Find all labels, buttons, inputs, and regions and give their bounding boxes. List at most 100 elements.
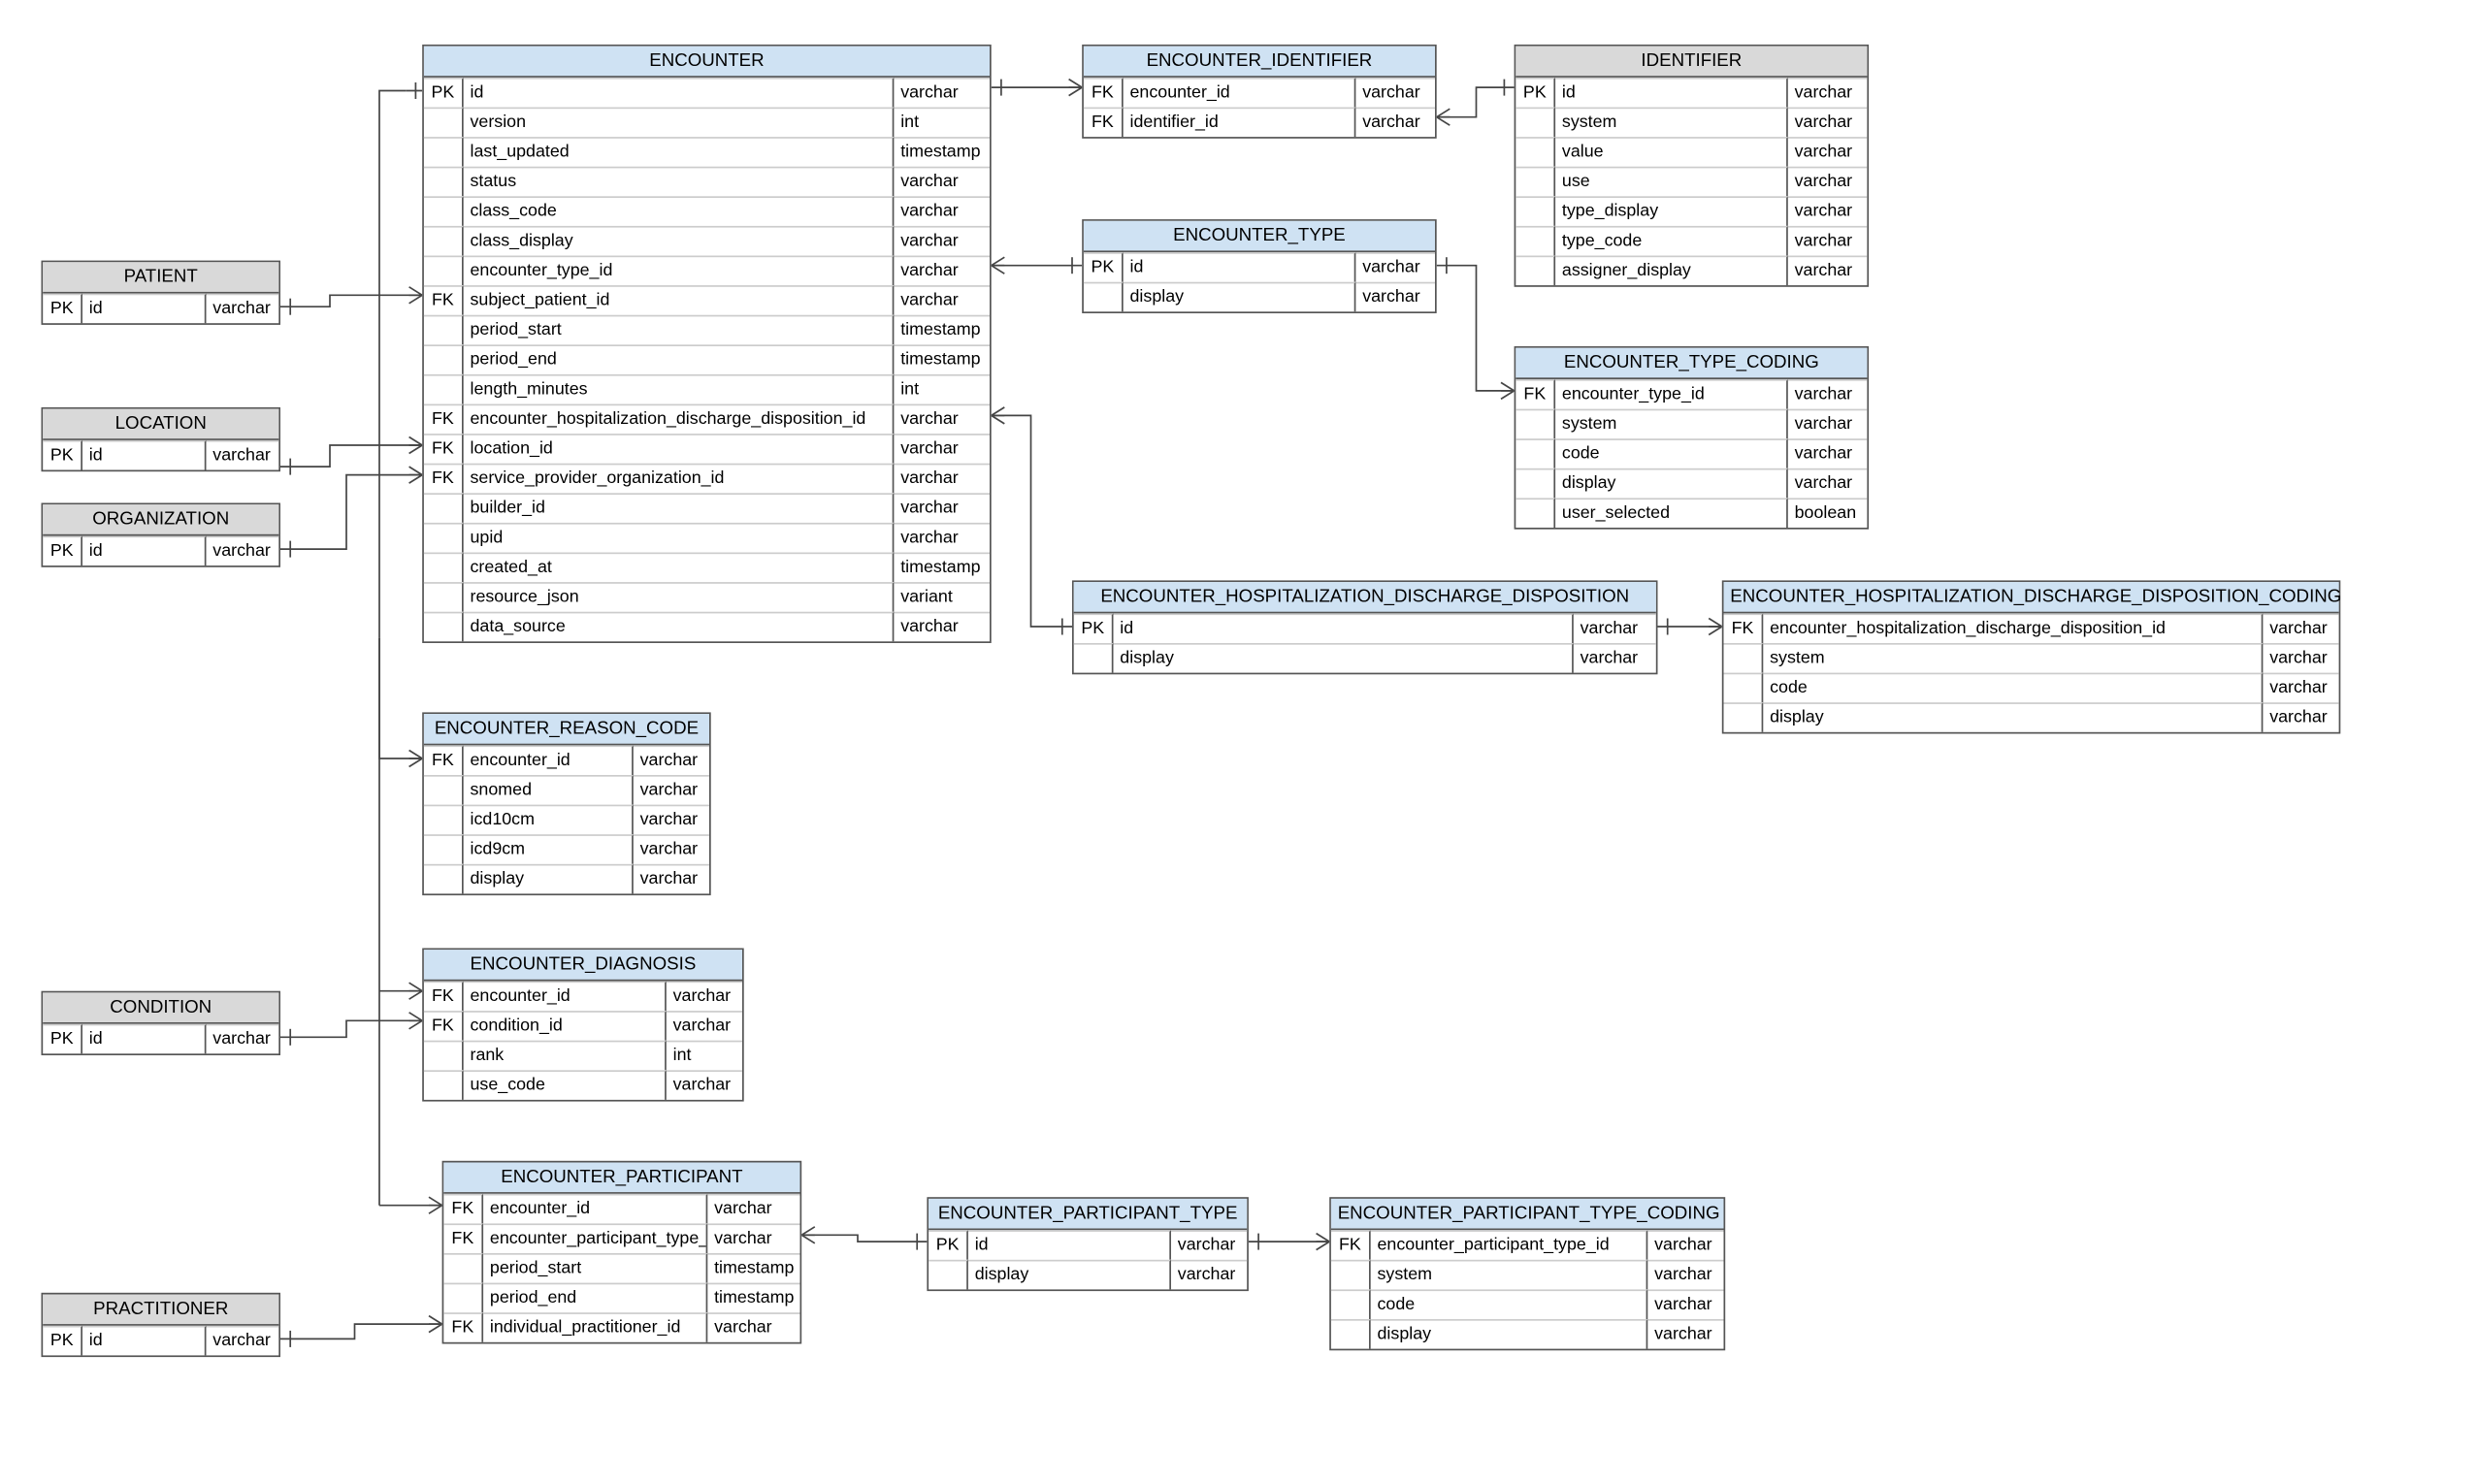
column-row: PK id varchar	[43, 1024, 278, 1054]
entity-identifier: IDENTIFIER PK id varchar system varchar …	[1515, 45, 1870, 287]
key-cell	[1516, 167, 1555, 197]
key-cell	[929, 1260, 968, 1290]
column-row: PK id varchar	[43, 294, 278, 324]
key-cell: FK	[424, 434, 464, 464]
column-row: FK service_provider_organization_id varc…	[424, 464, 990, 494]
key-cell	[424, 196, 464, 226]
name-cell: encounter_id	[464, 982, 667, 1012]
key-cell	[424, 374, 464, 404]
key-cell	[1516, 498, 1555, 528]
column-row: use varchar	[1516, 167, 1867, 197]
entity-organization: ORGANIZATION PK id varchar	[42, 503, 281, 567]
key-cell	[424, 1070, 464, 1100]
column-row: type_code varchar	[1516, 226, 1867, 256]
type-cell: varchar	[667, 1011, 742, 1041]
entity-encounter_hosp_disp: ENCOUNTER_HOSPITALIZATION_DISCHARGE_DISP…	[1072, 580, 1658, 674]
name-cell: id	[82, 440, 207, 470]
name-cell: encounter_id	[1124, 78, 1356, 108]
key-cell	[424, 864, 464, 894]
name-cell: identifier_id	[1124, 108, 1356, 138]
type-cell: varchar	[667, 982, 742, 1012]
entity-location: LOCATION PK id varchar	[42, 407, 281, 471]
type-cell: varchar	[2263, 613, 2338, 643]
type-cell: varchar	[894, 196, 990, 226]
type-cell: varchar	[1355, 282, 1435, 312]
type-cell: varchar	[894, 464, 990, 494]
name-cell: encounter_hospitalization_discharge_disp…	[1763, 613, 2263, 643]
name-cell: condition_id	[464, 1011, 667, 1041]
type-cell: timestamp	[894, 137, 990, 167]
name-cell: type_display	[1555, 196, 1788, 226]
key-cell: FK	[1724, 613, 1764, 643]
key-cell: PK	[43, 440, 82, 470]
type-cell: varchar	[207, 1326, 279, 1356]
name-cell: version	[464, 108, 895, 138]
name-cell: id	[82, 536, 207, 566]
column-row: icd9cm varchar	[424, 834, 709, 864]
key-cell	[1516, 196, 1555, 226]
name-cell: individual_practitioner_id	[483, 1312, 707, 1342]
type-cell: varchar	[207, 294, 279, 324]
type-cell: varchar	[1788, 78, 1868, 108]
entity-title: ENCOUNTER_TYPE_CODING	[1516, 348, 1867, 379]
name-cell: resource_json	[464, 582, 895, 612]
name-cell: status	[464, 167, 895, 197]
column-row: FK encounter_id varchar	[424, 745, 709, 775]
type-cell: timestamp	[894, 553, 990, 583]
name-cell: encounter_hospitalization_discharge_disp…	[464, 404, 895, 435]
name-cell: display	[968, 1260, 1171, 1290]
type-cell: varchar	[1647, 1319, 1723, 1349]
key-cell	[424, 315, 464, 345]
entity-encounter_reason_code: ENCOUNTER_REASON_CODE FK encounter_id va…	[422, 712, 711, 895]
name-cell: period_end	[483, 1283, 707, 1313]
column-row: FK subject_patient_id varchar	[424, 285, 990, 315]
column-row: assigner_display varchar	[1516, 256, 1867, 286]
type-cell: varchar	[2263, 643, 2338, 673]
column-row: period_start timestamp	[424, 315, 990, 345]
name-cell: data_source	[464, 612, 895, 642]
key-cell	[424, 137, 464, 167]
type-cell: varchar	[634, 834, 709, 864]
type-cell: varchar	[1788, 468, 1868, 499]
entity-title: LOCATION	[43, 409, 278, 440]
column-row: code varchar	[1516, 438, 1867, 468]
type-cell: varchar	[707, 1223, 799, 1253]
key-cell: FK	[424, 464, 464, 494]
type-cell: varchar	[207, 536, 279, 566]
type-cell: varchar	[894, 78, 990, 108]
name-cell: icd9cm	[464, 834, 634, 864]
name-cell: system	[1763, 643, 2263, 673]
name-cell: use_code	[464, 1070, 667, 1100]
column-row: resource_json variant	[424, 582, 990, 612]
key-cell	[1516, 468, 1555, 499]
type-cell: varchar	[1647, 1230, 1723, 1260]
type-cell: varchar	[634, 805, 709, 835]
entity-encounter_diagnosis: ENCOUNTER_DIAGNOSIS FK encounter_id varc…	[422, 949, 744, 1102]
entity-title: ENCOUNTER_PARTICIPANT_TYPE	[929, 1199, 1247, 1230]
column-row: FK encounter_participant_type_id varchar	[443, 1223, 799, 1253]
key-cell	[424, 582, 464, 612]
column-row: encounter_type_id varchar	[424, 256, 990, 286]
key-cell	[1331, 1289, 1371, 1319]
entity-encounter_participant: ENCOUNTER_PARTICIPANT FK encounter_id va…	[442, 1161, 802, 1344]
column-row: FK encounter_type_id varchar	[1516, 379, 1867, 409]
type-cell: int	[894, 108, 990, 138]
column-row: FK encounter_hospitalization_discharge_d…	[1724, 613, 2339, 643]
entity-title: PRACTITIONER	[43, 1295, 278, 1326]
key-cell: FK	[443, 1312, 483, 1342]
type-cell: varchar	[634, 745, 709, 775]
entity-encounter_type_coding: ENCOUNTER_TYPE_CODING FK encounter_type_…	[1515, 346, 1870, 530]
key-cell	[1516, 226, 1555, 256]
name-cell: id	[82, 294, 207, 324]
key-cell	[424, 226, 464, 256]
name-cell: assigner_display	[1555, 256, 1788, 286]
column-row: FK encounter_id varchar	[443, 1194, 799, 1224]
key-cell: PK	[43, 536, 82, 566]
column-row: user_selected boolean	[1516, 498, 1867, 528]
name-cell: user_selected	[1555, 498, 1788, 528]
key-cell	[1516, 256, 1555, 286]
key-cell: FK	[424, 982, 464, 1012]
column-row: last_updated timestamp	[424, 137, 990, 167]
key-cell	[1084, 282, 1124, 312]
type-cell: varchar	[1355, 252, 1435, 282]
